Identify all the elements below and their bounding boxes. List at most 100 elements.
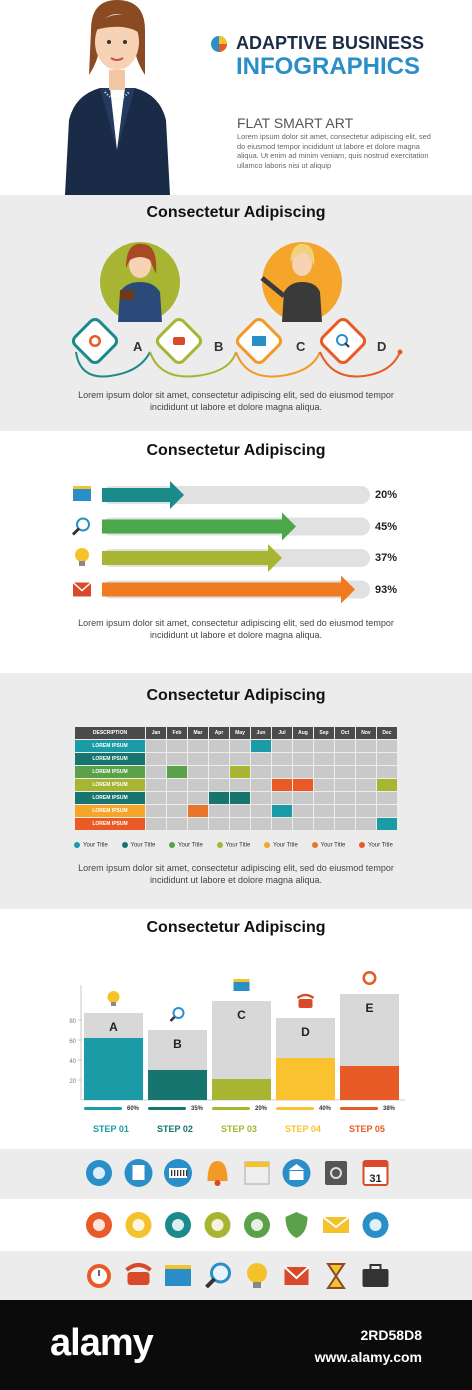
table-cell xyxy=(335,818,355,830)
row-label: LOREM IPSUM xyxy=(75,740,145,752)
table-row: LOREM IPSUM xyxy=(75,805,397,817)
timeline-label-a: A xyxy=(133,339,143,354)
row-label: LOREM IPSUM xyxy=(75,766,145,778)
lightbulb-icon xyxy=(107,991,120,1003)
row-label: LOREM IPSUM xyxy=(75,805,145,817)
phone-icon xyxy=(298,999,313,1008)
table-cell xyxy=(314,779,334,791)
icon-row-3 xyxy=(0,1251,472,1300)
table-cell xyxy=(167,766,187,778)
step-label: STEP 05 xyxy=(349,1124,385,1134)
table-cell xyxy=(377,779,397,791)
timeline-graphic xyxy=(71,242,403,378)
bar-value xyxy=(276,1058,335,1100)
bank-icon xyxy=(289,1171,304,1180)
watermark-footer xyxy=(0,1300,472,1390)
legend-label: Your Title xyxy=(83,842,108,849)
email-icon xyxy=(322,1216,350,1229)
table-cell xyxy=(356,779,376,791)
table-cell xyxy=(251,753,271,765)
progress-label: 60% xyxy=(127,1106,140,1112)
barcode-icon xyxy=(171,1170,173,1176)
table-cell xyxy=(209,805,229,817)
y-tick-label: 80 xyxy=(69,1019,76,1025)
month-header: Nov xyxy=(356,727,376,739)
magnifier-icon xyxy=(172,1007,185,1019)
lightbulb-icon xyxy=(253,1282,261,1288)
table-cell xyxy=(230,818,250,830)
table-cell xyxy=(293,818,313,830)
table-header-description: DESCRIPTION xyxy=(75,727,145,739)
table-cell xyxy=(209,818,229,830)
table-cell xyxy=(146,740,166,752)
table-cell xyxy=(377,818,397,830)
table-cell xyxy=(377,766,397,778)
table-cell xyxy=(251,740,271,752)
legend-dot xyxy=(74,842,80,848)
bank-icon xyxy=(288,1164,305,1170)
table-cell xyxy=(230,740,250,752)
legend-label: Your Title xyxy=(225,842,251,849)
legend-label: Your Title xyxy=(130,842,156,849)
timeline-node-c xyxy=(235,317,283,365)
bar-value-label: 20% xyxy=(375,489,398,501)
magnifier-icon xyxy=(210,1262,231,1284)
money-icon xyxy=(172,1219,184,1231)
legend-item: Your Title xyxy=(169,842,203,849)
month-header: Jul xyxy=(272,727,292,739)
table-cell xyxy=(146,792,166,804)
header-subtitle: FLAT SMART ART xyxy=(237,115,354,131)
bell-icon xyxy=(214,1180,221,1186)
bar-value-label: 37% xyxy=(375,552,398,564)
bar-category-label: B xyxy=(173,1037,182,1051)
progress-bar xyxy=(340,1107,378,1110)
legend-item: Your Title xyxy=(121,842,156,849)
table-cell xyxy=(377,792,397,804)
table-cell xyxy=(356,740,376,752)
legend-dot xyxy=(311,842,318,848)
table-cell xyxy=(356,766,376,778)
table-cell xyxy=(272,740,292,752)
barcode-icon xyxy=(174,1170,176,1176)
calendar-31-icon xyxy=(363,1161,388,1167)
briefcase-icon xyxy=(369,1264,382,1271)
timeline-node-d xyxy=(319,317,367,365)
table-cell xyxy=(335,805,355,817)
table-cell xyxy=(167,753,187,765)
month-header: Apr xyxy=(209,727,229,739)
table-cell xyxy=(209,792,229,804)
calendar-day-label: 31 xyxy=(369,1173,381,1185)
image-id: 2RD58D8 xyxy=(360,1327,422,1343)
hourglass-icon xyxy=(326,1263,346,1289)
briefcase-icon xyxy=(362,1269,389,1287)
barcode-icon xyxy=(180,1170,182,1176)
row-label: LOREM IPSUM xyxy=(75,818,145,830)
legend-label: Your Title xyxy=(273,842,298,849)
notepad-icon xyxy=(73,488,91,501)
table-cell xyxy=(146,805,166,817)
table-cell xyxy=(230,792,250,804)
table-cell xyxy=(356,753,376,765)
month-header: Mar xyxy=(188,727,208,739)
table-cell xyxy=(188,792,208,804)
month-header: Feb xyxy=(167,727,187,739)
month-header: Sep xyxy=(314,727,334,739)
table-cell xyxy=(335,779,355,791)
magnifier-icon xyxy=(169,1016,176,1022)
bar-value xyxy=(148,1070,207,1100)
table-row: LOREM IPSUM xyxy=(75,792,397,804)
section-text: Lorem ipsum dolor sit amet, consectetur … xyxy=(78,618,394,640)
table-cell xyxy=(209,766,229,778)
section-title: Consectetur Adipiscing xyxy=(146,442,326,459)
table-cell xyxy=(335,766,355,778)
step-label: STEP 04 xyxy=(285,1124,321,1134)
header-title-line2: INFOGRAPHICS xyxy=(236,53,421,80)
timeline-label-c: C xyxy=(296,339,306,354)
table-cell xyxy=(293,766,313,778)
table-cell xyxy=(167,740,187,752)
table-cell xyxy=(188,818,208,830)
table-cell xyxy=(230,753,250,765)
magnifier-icon xyxy=(71,527,81,536)
progress-bar xyxy=(84,1107,122,1110)
smartphone-icon xyxy=(211,1219,224,1231)
